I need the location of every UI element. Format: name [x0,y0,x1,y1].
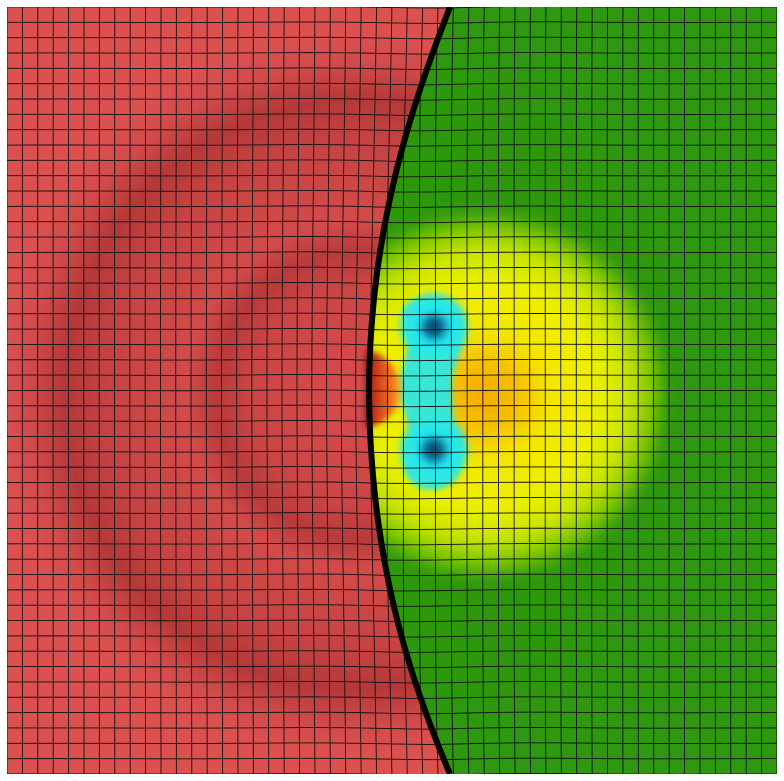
mesh-line-horizontal [7,82,777,86]
mesh-line-horizontal [7,312,777,316]
mesh-line-horizontal [7,757,777,761]
mesh-line-horizontal [7,634,777,638]
mesh-line-horizontal [7,389,777,392]
mesh-line-horizontal [7,450,777,454]
mesh-line-horizontal [7,542,777,546]
mesh-line-horizontal [7,174,777,178]
mesh-line-horizontal [7,358,777,362]
mesh-line-horizontal [7,742,777,745]
mesh-line-horizontal [7,681,777,684]
mesh-line-horizontal [7,512,777,515]
mesh-line-horizontal [7,481,777,484]
mesh-line-horizontal [7,527,777,530]
mesh-line-horizontal [7,665,777,669]
mesh-line-horizontal [7,251,777,254]
mesh-line-horizontal [7,113,777,117]
mesh-line-horizontal [7,159,777,162]
mesh-line-horizontal [7,435,777,438]
mesh-line-horizontal [7,98,777,101]
mesh-line-horizontal [7,144,777,147]
mesh-line-horizontal [7,52,777,55]
material-interface-line [365,7,453,774]
mesh-line-horizontal [7,619,777,623]
mesh-line-horizontal [7,282,777,285]
mesh-line-horizontal [7,711,777,715]
mesh-line-horizontal [7,727,777,730]
mesh-line-horizontal [7,328,777,331]
mesh-line-horizontal [7,128,777,132]
mesh-line-horizontal [7,266,777,270]
jet-hot-spot [365,350,402,428]
mesh-line-horizontal [7,190,777,193]
mesh-line-horizontal [7,496,777,500]
mesh-line-horizontal [7,343,777,346]
mesh-line-horizontal [7,696,777,699]
mesh-line-horizontal [7,297,777,300]
mesh-line-horizontal [7,236,777,239]
mesh-line-horizontal [7,466,777,469]
mesh-line-horizontal [7,67,777,70]
mesh-line-horizontal [7,420,777,423]
mesh-line-horizontal [7,21,777,24]
mesh-line-horizontal [7,404,777,408]
mesh-line-horizontal [7,7,777,9]
mesh-line-horizontal [7,604,777,607]
mesh-line-horizontal [7,650,777,653]
mesh-line-horizontal [7,374,777,377]
mesh-line-horizontal [7,36,777,40]
